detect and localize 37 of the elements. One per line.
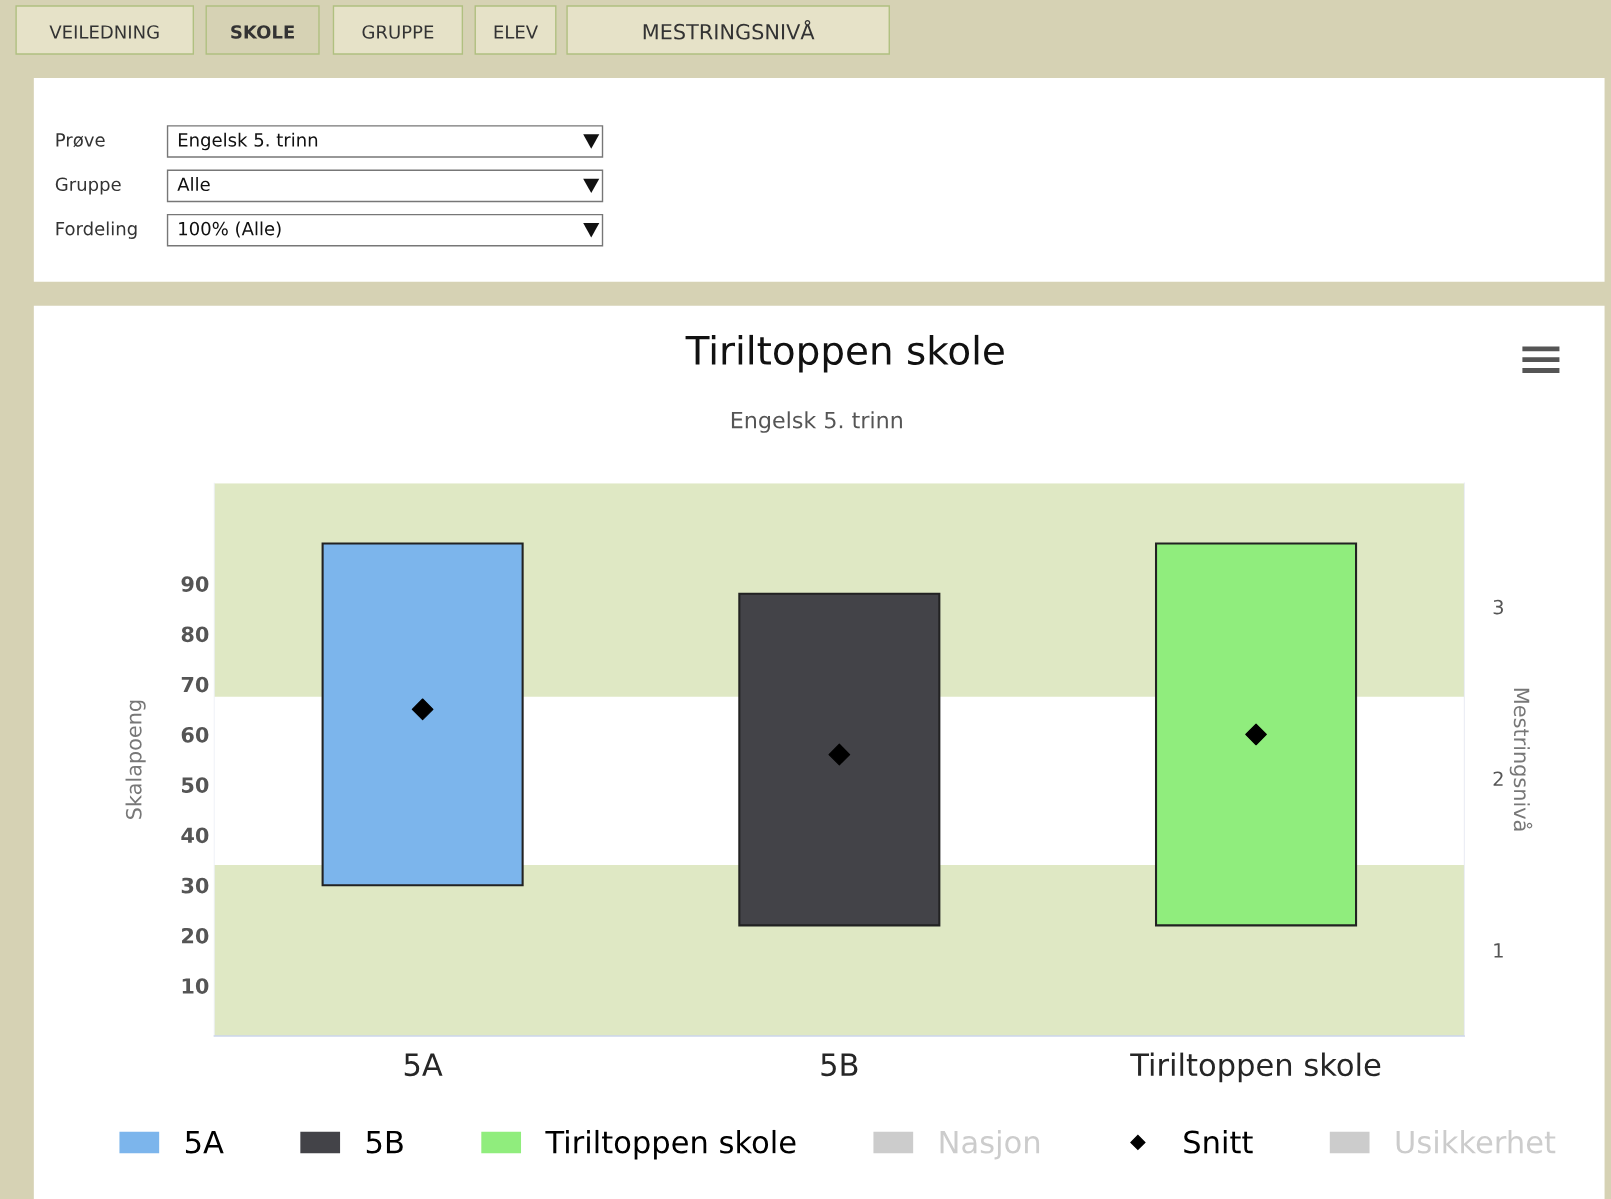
chart-title: Tiriltoppen skole <box>685 334 1004 373</box>
text: Gruppe <box>55 177 121 195</box>
chart-subtitle: Engelsk 5. trinn <box>731 411 902 433</box>
y2-tick-label: 3 <box>1493 599 1503 615</box>
text: Engelsk 5. trinn <box>178 132 318 151</box>
y-tick-label: 50 <box>182 777 209 793</box>
text: Prøve <box>56 133 105 148</box>
point <box>828 743 851 766</box>
text: Alle <box>177 177 210 192</box>
point <box>1245 723 1267 746</box>
y2-axis-title: Mestringsnivå <box>1509 688 1533 831</box>
legend-label: Tiriltoppen skole <box>545 1129 796 1160</box>
x-tick-label: 5A <box>404 1053 443 1077</box>
x-tick-label: 5B <box>821 1053 858 1077</box>
text: GRUPPE <box>362 25 434 39</box>
y-tick-label: 20 <box>182 927 209 944</box>
y-tick-label: 90 <box>181 576 209 592</box>
legend-label: 5A <box>185 1130 224 1154</box>
legend-label: Snitt <box>1184 1129 1253 1154</box>
x-tick-label: Tiriltoppen skole <box>1130 1052 1381 1083</box>
text: VEILEDNING <box>49 25 159 39</box>
text: ELEV <box>494 25 538 39</box>
y-axis-title: Skalapoeng <box>125 700 146 819</box>
y-tick-label: 80 <box>181 626 209 643</box>
y-tick-label: 40 <box>181 827 209 844</box>
y-tick-label: 60 <box>181 726 209 743</box>
text: Fordeling <box>56 221 137 239</box>
y-tick-label: 30 <box>181 877 209 894</box>
y-tick-label: 70 <box>181 676 209 693</box>
legend-label: 5B <box>366 1130 403 1154</box>
y2-tick-label: 1 <box>1494 943 1503 958</box>
y-tick-label: 10 <box>182 978 209 994</box>
text: SKOLE <box>231 25 294 39</box>
point <box>411 698 434 721</box>
text: MESTRINGSNIVÅ <box>643 19 815 40</box>
y2-tick-label: 2 <box>1493 771 1503 786</box>
text: 100% (Alle) <box>179 221 281 238</box>
